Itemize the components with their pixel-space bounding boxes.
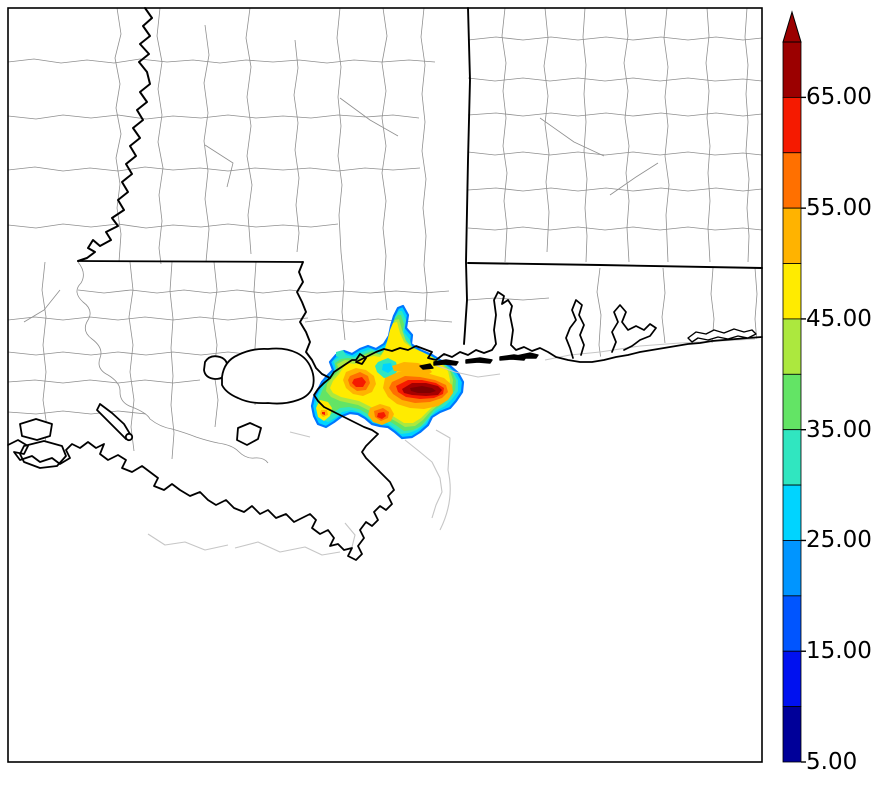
colorbar-segment	[782, 373, 802, 431]
colorbar-tick-label: 45.00	[806, 305, 872, 332]
pearl-river-boundary	[296, 261, 331, 379]
colorbar-segment	[782, 706, 802, 763]
colorbar-segment	[782, 96, 802, 154]
colorbar-segment	[782, 484, 802, 541]
colorbar-segment	[782, 152, 802, 209]
lake-end	[124, 432, 134, 442]
colorbar-tick-label: 55.00	[806, 195, 872, 222]
barrier-islands	[419, 328, 757, 370]
ms-al-state-line	[463, 7, 471, 345]
al-fl-state-line	[467, 262, 763, 269]
colorbar-segment	[782, 595, 802, 652]
perdido-bay	[565, 299, 585, 359]
lakes	[19, 347, 315, 469]
colorbar-segment	[782, 263, 802, 320]
map-frame	[7, 7, 763, 763]
colorbar-tick-label: 65.00	[806, 84, 872, 111]
gulf-coastline	[7, 291, 763, 561]
colorbar-tick-label: 35.00	[806, 416, 872, 443]
lake-pontchartrain	[221, 347, 315, 405]
pensacola-bay	[611, 304, 657, 353]
grand-lake-sw	[19, 440, 67, 469]
mississippi-river	[77, 7, 153, 262]
lake-salvador	[236, 422, 262, 446]
white-lake	[19, 418, 53, 441]
colorbar-tick-label: 5.00	[806, 749, 858, 775]
colorbar-segment	[782, 207, 802, 264]
colorbar-segment	[782, 540, 802, 597]
surge-contour-field	[310, 304, 465, 440]
colorbar-extend-arrow	[782, 10, 802, 43]
colorbar-segment	[782, 41, 802, 98]
santa-rosa-island	[687, 328, 757, 343]
state-and-coast-lines	[7, 7, 763, 561]
colorbar-segment	[782, 650, 802, 708]
colorbar-segment	[782, 318, 802, 375]
la-ms-state-line	[77, 260, 304, 263]
colorbar-tick-label: 15.00	[806, 638, 872, 665]
colorbar	[782, 10, 806, 763]
colorbar-tick-label: 25.00	[806, 527, 872, 554]
colorbar-segment	[782, 429, 802, 486]
